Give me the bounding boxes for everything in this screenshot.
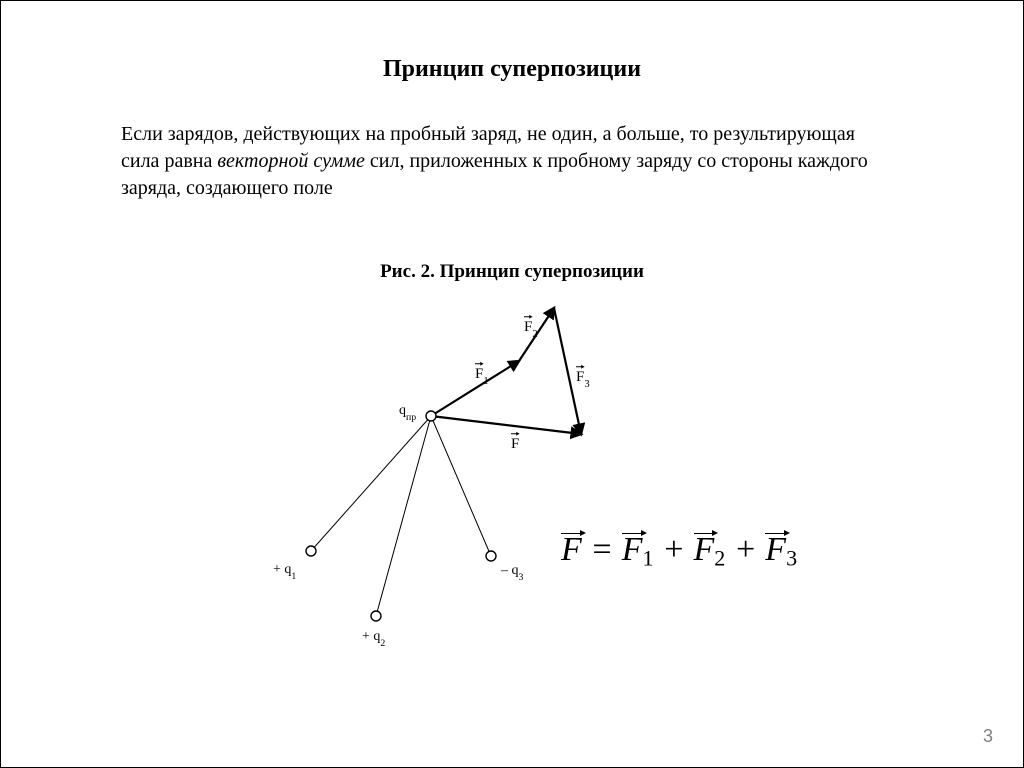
formula-lhs: F — [561, 531, 582, 569]
page-number: 3 — [983, 726, 993, 747]
superposition-formula: F = F1 + F2 + F3 — [561, 531, 797, 572]
superposition-diagram: qпр+ q1+ q2– q3F1F2FF3 — [236, 296, 656, 656]
body-text-em: векторной сумме — [217, 150, 365, 172]
svg-text:+ q2: + q2 — [362, 629, 385, 649]
figure-caption: Рис. 2. Принцип суперпозиции — [1, 261, 1023, 283]
slide-page: Принцип суперпозиции Если зарядов, дейст… — [0, 0, 1024, 768]
svg-text:– q3: – q3 — [500, 563, 524, 583]
svg-text:F: F — [511, 436, 519, 452]
formula-term-3: F — [765, 531, 786, 569]
formula-eq: = — [582, 531, 622, 568]
svg-text:F3: F3 — [576, 369, 590, 390]
svg-text:qпр: qпр — [399, 403, 416, 423]
svg-text:F2: F2 — [524, 319, 538, 340]
page-title: Принцип суперпозиции — [1, 56, 1023, 83]
svg-text:+ q1: + q1 — [273, 562, 296, 582]
formula-plus-1: + — [654, 531, 694, 568]
body-paragraph: Если зарядов, действующих на пробный зар… — [121, 121, 891, 202]
formula-term-2: F — [694, 531, 715, 569]
formula-sub-1: 1 — [643, 546, 654, 571]
formula-term-1: F — [622, 531, 643, 569]
formula-sub-3: 3 — [786, 546, 797, 571]
formula-sub-2: 2 — [714, 546, 725, 571]
formula-plus-2: + — [725, 531, 765, 568]
